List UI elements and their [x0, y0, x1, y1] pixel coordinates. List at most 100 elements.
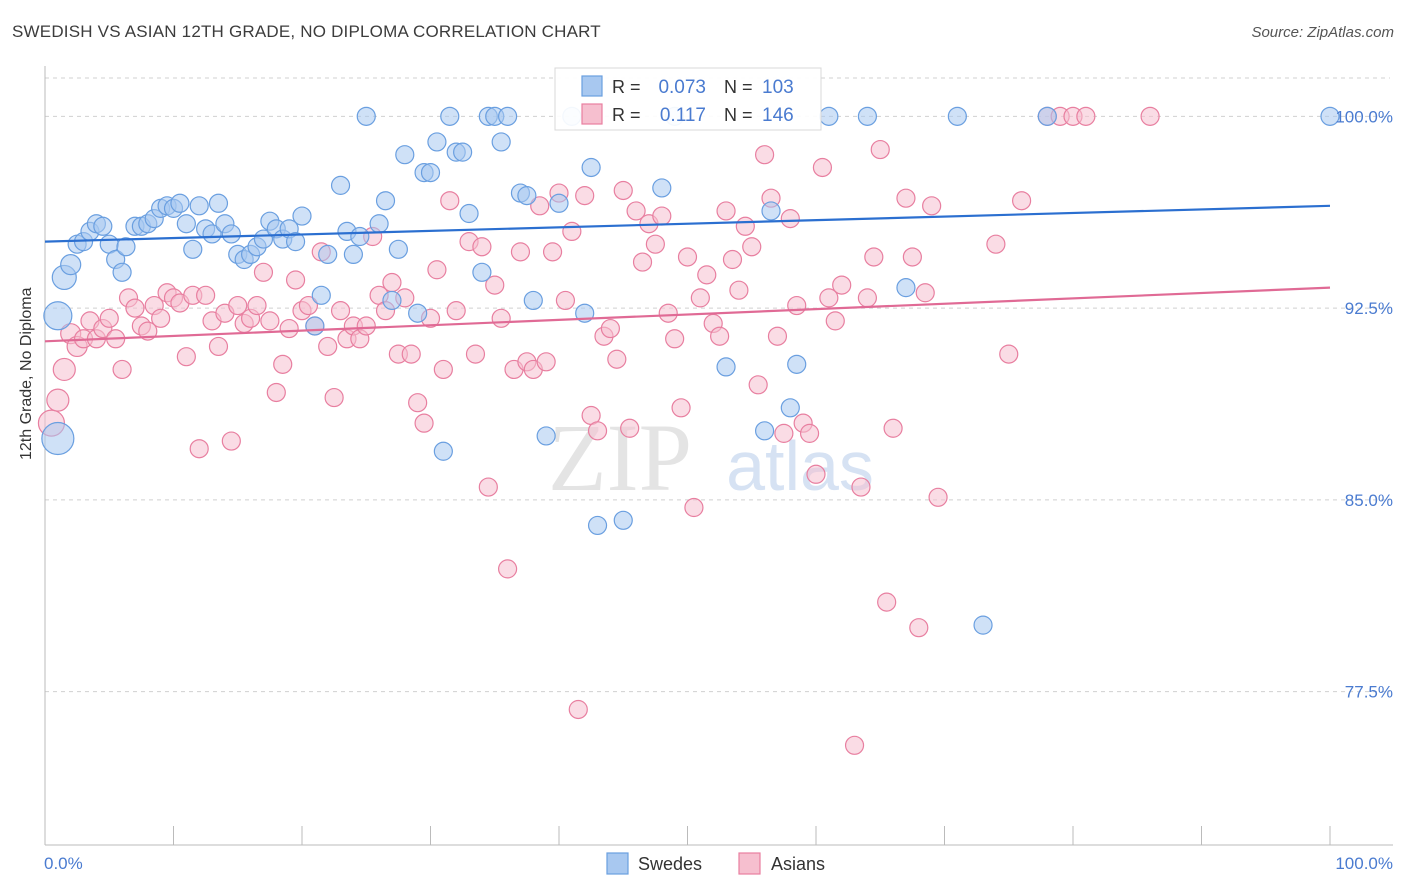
asian-point: [632, 252, 653, 272]
x-tick-label: 100.0%: [1335, 854, 1393, 873]
asian-point: [324, 387, 344, 408]
legend-label-asians: Asians: [771, 854, 825, 874]
asian-point: [748, 375, 768, 395]
asian-point: [52, 357, 76, 382]
asian-point: [915, 283, 935, 303]
asian-point: [46, 388, 70, 412]
asian-point: [112, 359, 132, 380]
asian-point: [1140, 106, 1160, 126]
swede-point: [330, 175, 351, 195]
swede-point: [472, 262, 492, 282]
swede-point: [41, 421, 75, 456]
swede-point: [517, 186, 537, 206]
legend-swatch: [581, 75, 603, 97]
axes: [44, 66, 1393, 846]
asian-point: [510, 242, 531, 262]
swede-point: [491, 132, 511, 152]
source-label: Source: ZipAtlas.com: [1251, 24, 1394, 41]
swede-point: [183, 239, 203, 259]
swede-point: [285, 232, 306, 252]
swede-point: [318, 244, 338, 265]
swede-point: [388, 239, 408, 259]
asian-point: [530, 196, 550, 216]
swede-point: [395, 145, 415, 165]
watermark-zip: ZIP: [548, 404, 692, 511]
asian-point: [196, 285, 216, 305]
y-tick-label: 92.5%: [1345, 299, 1393, 318]
swede-point: [375, 191, 396, 211]
swede-point: [170, 193, 190, 213]
swede-point: [208, 193, 229, 213]
asian-point: [247, 295, 267, 316]
legend-swatch: [581, 103, 603, 125]
asian-point: [478, 477, 498, 497]
asian-point: [729, 280, 749, 300]
swede-point: [305, 316, 325, 336]
asian-point: [189, 439, 209, 459]
swede-point: [1320, 106, 1340, 126]
swede-point: [369, 214, 389, 234]
asian-point: [722, 249, 743, 270]
asian-point: [857, 288, 878, 308]
asian-point: [472, 237, 492, 257]
swede-point: [523, 290, 543, 311]
asian-point: [716, 201, 736, 221]
swede-point: [408, 303, 428, 323]
asian-point: [228, 295, 248, 316]
legend-n-label: N =: [724, 105, 753, 125]
swede-point: [549, 193, 569, 213]
legend-n-value: 103: [762, 77, 794, 98]
asian-point: [645, 234, 665, 254]
y-tick-label: 85.0%: [1345, 491, 1393, 510]
legend-swatch-asians: [738, 852, 761, 875]
swede-point: [343, 244, 363, 265]
asian-point: [562, 221, 582, 241]
asian-point: [742, 237, 762, 257]
swede-point: [498, 106, 518, 126]
asian-point: [812, 157, 833, 178]
swede-point: [896, 278, 916, 298]
asian-point: [690, 288, 710, 308]
asian-point: [754, 145, 775, 165]
asian-point: [909, 618, 929, 638]
asian-point: [600, 318, 621, 339]
asian-point: [99, 308, 119, 328]
swede-point: [93, 216, 113, 236]
asian-point: [446, 301, 466, 321]
asian-point: [465, 344, 486, 364]
swede-point: [536, 426, 556, 446]
asian-point: [832, 275, 852, 295]
asian-point: [787, 295, 807, 316]
asian-point: [279, 318, 299, 339]
watermark-atlas: atlas: [726, 427, 874, 505]
asian-point: [298, 295, 319, 316]
legend-r-value: 0.117: [660, 105, 706, 126]
asian-point: [825, 311, 845, 331]
asian-point: [986, 234, 1006, 254]
swede-point: [780, 398, 800, 418]
asian-point: [491, 308, 511, 328]
asian-point: [677, 247, 698, 267]
asian-point: [1076, 106, 1096, 126]
swede-point: [356, 106, 376, 126]
asian-point: [684, 497, 704, 518]
swede-point: [292, 206, 312, 226]
asian-point: [922, 196, 942, 216]
swede-point: [761, 201, 781, 221]
asian-point: [414, 413, 434, 433]
asian-point: [697, 265, 717, 285]
asian-point: [767, 326, 788, 346]
asian-point: [774, 423, 794, 443]
asian-point: [176, 347, 196, 367]
y-tick-label: 100.0%: [1335, 107, 1393, 126]
asian-point: [273, 354, 293, 374]
tick-labels: 77.5% 85.0% 92.5% 100.0% 0.0% 100.0%: [44, 107, 1393, 873]
swede-point: [350, 226, 370, 247]
asians-trend-line: [44, 286, 1331, 343]
asian-point: [151, 308, 171, 328]
asian-point: [806, 464, 826, 484]
legend-r-label: R =: [612, 77, 641, 97]
asian-point: [877, 592, 897, 612]
trend-lines: [44, 204, 1331, 343]
